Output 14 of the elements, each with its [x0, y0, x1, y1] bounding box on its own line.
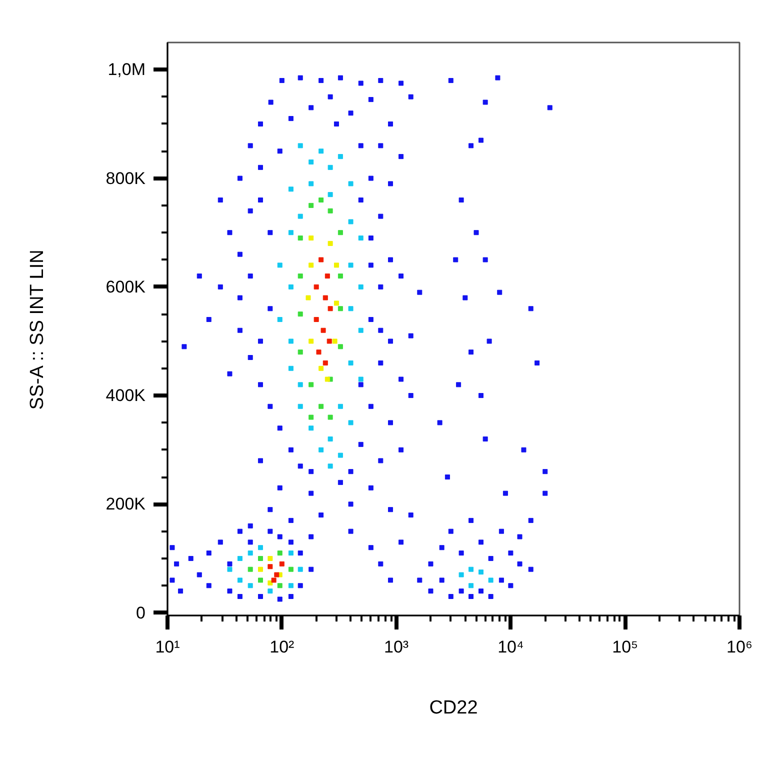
y-tick-label: 600K — [106, 277, 146, 296]
x-tick-label: 10³ — [384, 638, 409, 656]
x-tick-label: 10⁵ — [612, 638, 638, 656]
x-tick-label: 10² — [270, 638, 295, 656]
y-tick-label: 1,0M — [108, 60, 146, 80]
y-axis-title: SS-A :: SS INT LIN — [26, 250, 48, 410]
y-tick-label: 0 — [136, 603, 146, 622]
y-tick-label: 200K — [106, 494, 146, 514]
x-axis-title: CD22 — [429, 698, 478, 718]
x-tick-label: 10¹ — [155, 638, 180, 656]
x-tick-label: 10⁶ — [726, 638, 752, 656]
y-tick-label: 800K — [106, 168, 146, 188]
y-tick-label: 400K — [106, 386, 146, 406]
x-tick-label: 10⁴ — [498, 638, 524, 656]
